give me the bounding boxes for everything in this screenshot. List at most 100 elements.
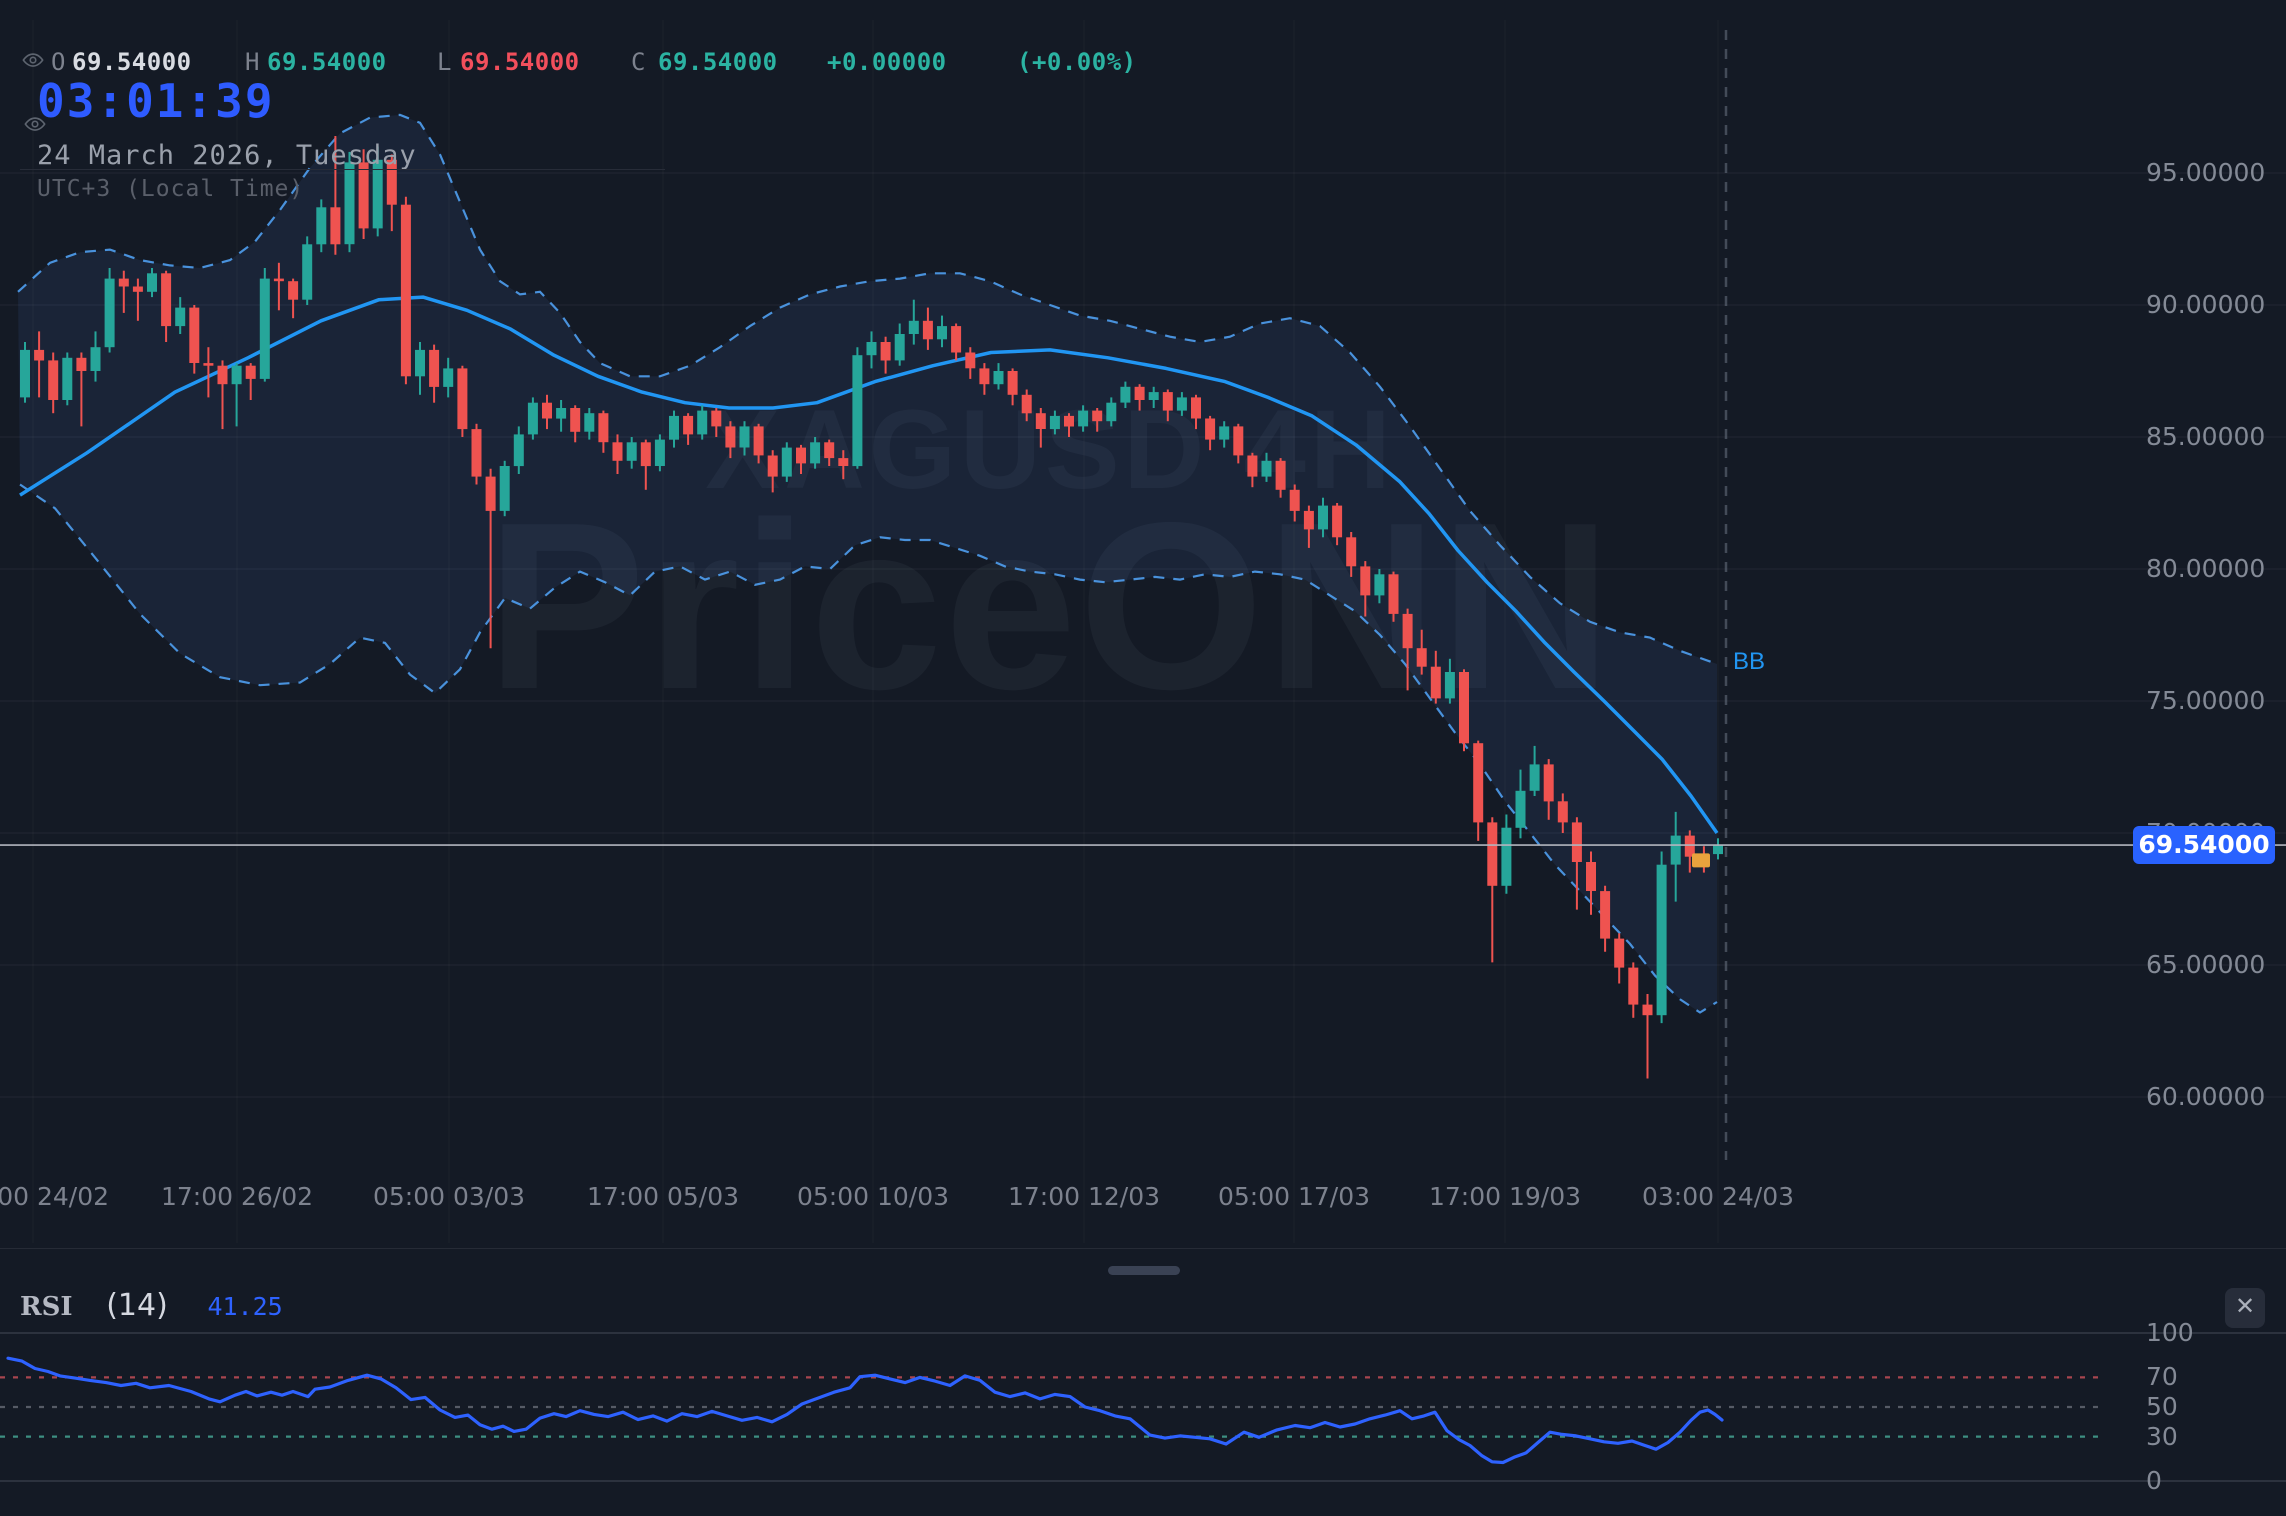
candle-body[interactable] xyxy=(1430,666,1441,699)
candle-body[interactable] xyxy=(1176,397,1187,411)
candle-body[interactable] xyxy=(1543,764,1554,802)
candle-body[interactable] xyxy=(485,476,496,511)
candle-body[interactable] xyxy=(1219,426,1230,440)
candle-body[interactable] xyxy=(20,349,30,398)
candle-body[interactable] xyxy=(1148,392,1159,400)
candle-body[interactable] xyxy=(1332,505,1343,538)
candle-body[interactable] xyxy=(1374,574,1385,596)
candle-body[interactable] xyxy=(1261,460,1272,477)
candle-body[interactable] xyxy=(104,278,115,348)
candle-body[interactable] xyxy=(1021,394,1032,414)
candle-body[interactable] xyxy=(894,334,905,361)
candle-body[interactable] xyxy=(838,458,849,466)
candle-body[interactable] xyxy=(231,365,242,385)
candle-body[interactable] xyxy=(922,320,933,340)
candle-body[interactable] xyxy=(203,363,214,366)
candle-body[interactable] xyxy=(471,429,482,477)
candle-body[interactable] xyxy=(358,162,369,229)
pane-resize-handle[interactable] xyxy=(1108,1266,1180,1275)
candle-body[interactable] xyxy=(48,360,59,400)
candle-body[interactable] xyxy=(1713,845,1723,855)
candle-body[interactable] xyxy=(640,442,651,467)
candle-body[interactable] xyxy=(527,402,538,435)
candle-body[interactable] xyxy=(824,442,835,459)
candle-body[interactable] xyxy=(1289,489,1300,511)
candle-body[interactable] xyxy=(1444,672,1455,699)
candle-body[interactable] xyxy=(880,342,891,361)
candle-body[interactable] xyxy=(739,426,750,448)
candle-body[interactable] xyxy=(1473,743,1484,823)
candle-body[interactable] xyxy=(1586,862,1596,891)
candle-body[interactable] xyxy=(1078,410,1089,427)
candle-body[interactable] xyxy=(612,442,623,461)
candle-body[interactable] xyxy=(1205,418,1216,440)
candle-body[interactable] xyxy=(951,326,962,353)
candle-body[interactable] xyxy=(626,442,637,461)
candle-body[interactable] xyxy=(1600,891,1611,939)
candle-body[interactable] xyxy=(796,447,806,464)
candle-body[interactable] xyxy=(189,307,200,363)
candle-body[interactable] xyxy=(1106,402,1117,422)
candle-body[interactable] xyxy=(161,273,172,327)
candle-body[interactable] xyxy=(1388,574,1399,614)
candle-body[interactable] xyxy=(147,273,157,292)
candle-body[interactable] xyxy=(1360,566,1371,596)
candle-body[interactable] xyxy=(330,207,341,245)
candle-body[interactable] xyxy=(584,413,595,432)
candle-body[interactable] xyxy=(259,278,270,379)
candle-body[interactable] xyxy=(1275,460,1286,490)
candle-body[interactable] xyxy=(1035,413,1046,429)
candle-body[interactable] xyxy=(118,278,129,287)
candle-body[interactable] xyxy=(654,439,665,466)
candle-body[interactable] xyxy=(245,365,256,379)
candle-body[interactable] xyxy=(1064,415,1074,427)
eye-icon[interactable] xyxy=(20,50,46,72)
candle-body[interactable] xyxy=(570,408,581,432)
candle-body[interactable] xyxy=(1049,415,1060,430)
candle-body[interactable] xyxy=(288,281,299,300)
candle-body[interactable] xyxy=(1402,613,1413,649)
candle-body[interactable] xyxy=(429,349,440,387)
candle-body[interactable] xyxy=(1656,864,1667,1016)
candle-body[interactable] xyxy=(1614,938,1625,968)
candle-body[interactable] xyxy=(556,408,567,419)
eye-icon[interactable] xyxy=(22,114,48,136)
candle-body[interactable] xyxy=(979,368,990,385)
candle-body[interactable] xyxy=(499,466,510,511)
candle-body[interactable] xyxy=(415,349,425,377)
candle-body[interactable] xyxy=(1134,386,1145,400)
candle-body[interactable] xyxy=(1684,835,1695,857)
candle-body[interactable] xyxy=(1191,397,1201,419)
candle-body[interactable] xyxy=(1303,510,1314,530)
candle-body[interactable] xyxy=(1571,822,1582,862)
candle-body[interactable] xyxy=(400,204,411,377)
candle-body[interactable] xyxy=(1007,371,1018,395)
candle-body[interactable] xyxy=(1092,410,1103,422)
candle-body[interactable] xyxy=(767,455,778,477)
candle-body[interactable] xyxy=(302,244,313,300)
candle-body[interactable] xyxy=(908,320,919,334)
candle-body[interactable] xyxy=(1120,386,1131,403)
candle-body[interactable] xyxy=(1557,801,1568,823)
candle-body[interactable] xyxy=(866,342,877,356)
candle-body[interactable] xyxy=(669,415,679,440)
candle-body[interactable] xyxy=(62,357,73,400)
candle-body[interactable] xyxy=(1459,672,1469,744)
candle-body[interactable] xyxy=(683,415,694,435)
candle-body[interactable] xyxy=(725,426,736,448)
candle-body[interactable] xyxy=(1247,455,1258,477)
candle-body[interactable] xyxy=(217,365,228,385)
candle-body[interactable] xyxy=(1346,537,1357,567)
candle-body[interactable] xyxy=(598,413,609,443)
candle-body[interactable] xyxy=(937,326,947,340)
candle-body[interactable] xyxy=(753,426,764,456)
candle-body[interactable] xyxy=(852,355,863,467)
candle-body[interactable] xyxy=(175,307,186,327)
candle-body[interactable] xyxy=(993,371,1004,385)
candle-body[interactable] xyxy=(711,410,722,427)
candle-body[interactable] xyxy=(76,357,87,371)
candle-body[interactable] xyxy=(965,352,976,369)
candle-body[interactable] xyxy=(1628,967,1639,1005)
candle-body[interactable] xyxy=(1162,392,1173,411)
